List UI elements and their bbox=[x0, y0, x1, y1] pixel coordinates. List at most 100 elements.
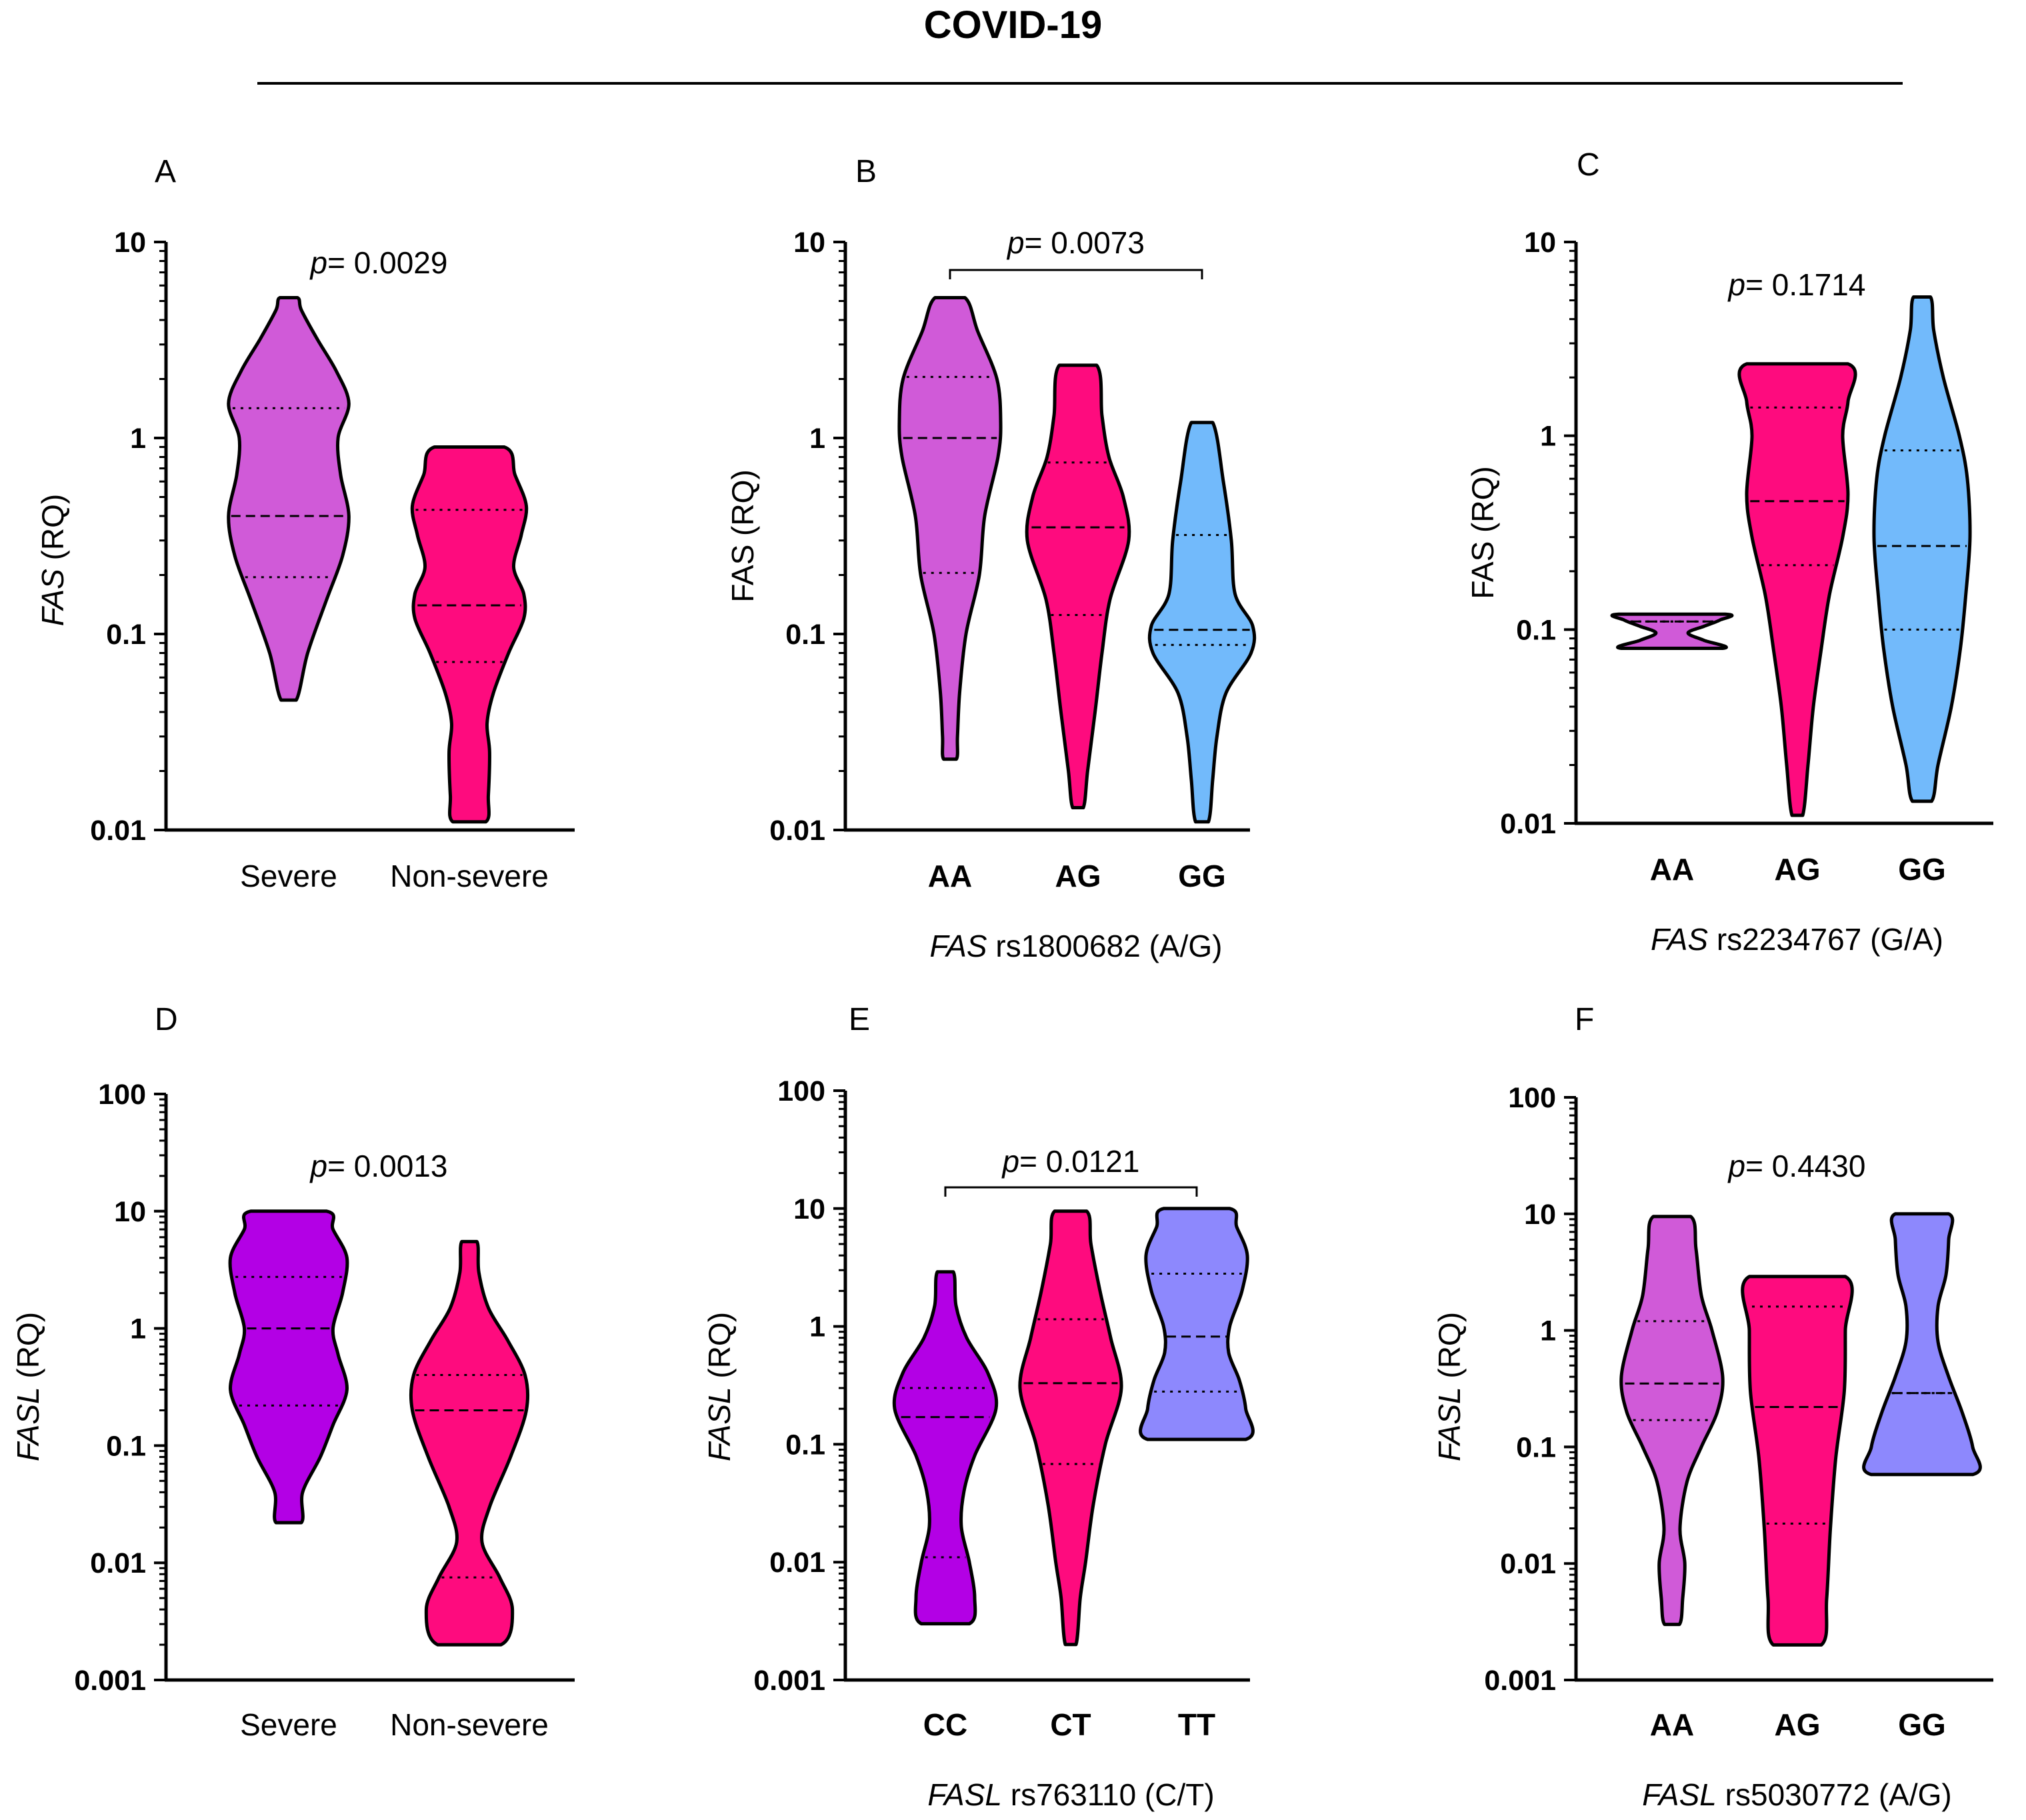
x-axis-label: FASL rs763110 (C/T) bbox=[927, 1777, 1214, 1812]
figure-title: COVID-19 bbox=[923, 3, 1103, 47]
p-value: = 0.4430 bbox=[1745, 1149, 1865, 1183]
panel-letter: E bbox=[849, 1002, 870, 1037]
y-tick-label: 0.01 bbox=[769, 815, 825, 847]
y-tick-label: 0.01 bbox=[1500, 1548, 1556, 1580]
y-tick-label: 0.01 bbox=[90, 815, 146, 847]
x-axis-label-gene: FASL bbox=[1642, 1777, 1717, 1812]
p-symbol: p bbox=[309, 1149, 328, 1183]
y-tick-label: 10 bbox=[1524, 1199, 1556, 1231]
y-tick-label: 0.001 bbox=[1484, 1665, 1556, 1697]
y-tick-label: 1 bbox=[130, 1313, 146, 1345]
y-tick-label: 10 bbox=[793, 1193, 825, 1225]
x-axis-label: FASL rs5030772 (A/G) bbox=[1642, 1777, 1951, 1812]
x-axis-label-gene: FASL bbox=[927, 1777, 1002, 1812]
x-tick-label: Non-severe bbox=[390, 859, 549, 893]
y-axis-label-unit: FAS (RQ) bbox=[1465, 466, 1500, 599]
y-tick-label: 1 bbox=[809, 1311, 825, 1343]
y-axis-label-gene: FASL bbox=[702, 1387, 737, 1461]
panel-letter: B bbox=[855, 154, 877, 189]
x-tick-label: Severe bbox=[240, 859, 337, 893]
y-axis-label-gene: FAS bbox=[35, 569, 70, 626]
x-tick-label: TT bbox=[1178, 1707, 1215, 1742]
violin-aa bbox=[1619, 1215, 1725, 1627]
violin-ct bbox=[1018, 1209, 1123, 1647]
violin-body bbox=[1018, 1209, 1123, 1647]
panel-letter: D bbox=[155, 1002, 178, 1037]
p-symbol: p bbox=[1001, 1144, 1020, 1179]
p-value-annotation: p= 0.0073 bbox=[1006, 225, 1145, 260]
y-axis-label-unit: (RQ) bbox=[1432, 1312, 1467, 1387]
x-axis-label-gene: FAS bbox=[1651, 922, 1708, 957]
x-axis-label: FAS rs1800682 (A/G) bbox=[930, 929, 1223, 963]
y-tick-label: 0.01 bbox=[90, 1547, 146, 1579]
y-axis-label-gene: FASL bbox=[1432, 1387, 1467, 1461]
y-tick-label: 0.1 bbox=[106, 619, 146, 651]
x-axis-label: FAS rs2234767 (G/A) bbox=[1651, 922, 1943, 957]
violin-body bbox=[409, 1239, 530, 1647]
p-symbol: p bbox=[1727, 1149, 1746, 1183]
violin-body bbox=[1610, 612, 1734, 650]
violin-ag bbox=[1741, 1275, 1854, 1647]
x-tick-label: GG bbox=[1898, 852, 1946, 887]
p-value-annotation: p= 0.0013 bbox=[309, 1149, 448, 1183]
violin-severe bbox=[228, 1209, 349, 1525]
y-tick-label: 0.1 bbox=[1516, 1431, 1556, 1463]
x-tick-label: AA bbox=[1650, 1707, 1694, 1742]
y-axis-label: FAS (RQ) bbox=[1465, 466, 1500, 599]
p-value: = 0.0013 bbox=[327, 1149, 447, 1183]
x-axis-label-snp: rs2234767 (G/A) bbox=[1708, 922, 1943, 957]
x-tick-label: GG bbox=[1898, 1707, 1946, 1742]
x-tick-label: AG bbox=[1055, 859, 1101, 893]
y-tick-label: 1 bbox=[1540, 1315, 1556, 1347]
violin-gg bbox=[1872, 295, 1972, 803]
p-symbol: p bbox=[1727, 267, 1746, 302]
panel-d: D 0.001 0.01 0.1 1 10 100 FASL (RQ) Severe Non-se… bbox=[11, 1002, 575, 1742]
x-axis-label-snp: rs5030772 (A/G) bbox=[1717, 1777, 1952, 1812]
significance-bracket bbox=[949, 269, 1203, 279]
y-tick-label: 0.001 bbox=[74, 1665, 146, 1697]
y-tick-label: 0.1 bbox=[106, 1430, 146, 1462]
y-axis-label-unit: FAS (RQ) bbox=[725, 469, 760, 602]
panel-letter: F bbox=[1575, 1002, 1594, 1037]
violin-tt bbox=[1139, 1207, 1255, 1441]
y-axis-label-unit: (RQ) bbox=[35, 494, 70, 569]
y-tick-label: 10 bbox=[1524, 227, 1556, 259]
violin-body bbox=[897, 296, 1003, 761]
violin-aa bbox=[897, 296, 1003, 761]
p-value: = 0.1714 bbox=[1745, 267, 1865, 302]
x-tick-label: AA bbox=[928, 859, 972, 893]
panel-e: E 0.001 0.01 0.1 1 10 100 FASL (RQ) CC CT TT FASL r… bbox=[702, 1002, 1255, 1812]
violin-non-severe bbox=[409, 1239, 530, 1647]
x-tick-label: CC bbox=[923, 1707, 967, 1742]
violin-non-severe bbox=[410, 445, 529, 824]
p-symbol: p bbox=[1006, 225, 1025, 260]
p-value-annotation: p= 0.0029 bbox=[309, 245, 448, 280]
violin-body bbox=[1741, 1275, 1854, 1647]
violin-gg bbox=[1147, 421, 1257, 824]
p-value-annotation: p= 0.1714 bbox=[1727, 267, 1866, 302]
p-value: = 0.0121 bbox=[1019, 1144, 1139, 1179]
y-tick-label: 0.01 bbox=[1500, 808, 1556, 840]
y-tick-label: 0.1 bbox=[785, 1429, 825, 1461]
y-tick-label: 10 bbox=[114, 1196, 146, 1228]
panel-f: F 0.001 0.01 0.1 1 10 100 FASL (RQ) AA AG GG FASL r… bbox=[1432, 1002, 1993, 1812]
x-axis-label-snp: rs1800682 (A/G) bbox=[987, 929, 1223, 963]
y-axis-label: FASL (RQ) bbox=[1432, 1312, 1467, 1461]
violin-cc bbox=[892, 1270, 999, 1626]
y-axis-label-unit: (RQ) bbox=[11, 1312, 45, 1387]
y-axis-label-unit: (RQ) bbox=[702, 1312, 737, 1387]
p-symbol: p bbox=[309, 245, 328, 280]
y-tick-label: 100 bbox=[98, 1079, 146, 1111]
y-tick-label: 0.1 bbox=[785, 619, 825, 651]
title-underline bbox=[257, 82, 1903, 85]
y-axis-label: FAS (RQ) bbox=[725, 469, 760, 602]
violin-body bbox=[410, 445, 529, 824]
panel-letter: A bbox=[155, 154, 176, 189]
violin-body bbox=[227, 296, 351, 702]
y-axis-label: FASL (RQ) bbox=[702, 1312, 737, 1461]
y-tick-label: 10 bbox=[114, 227, 146, 259]
violin-ag bbox=[1025, 363, 1131, 809]
violin-body bbox=[1025, 363, 1131, 809]
violin-body bbox=[1737, 362, 1857, 817]
